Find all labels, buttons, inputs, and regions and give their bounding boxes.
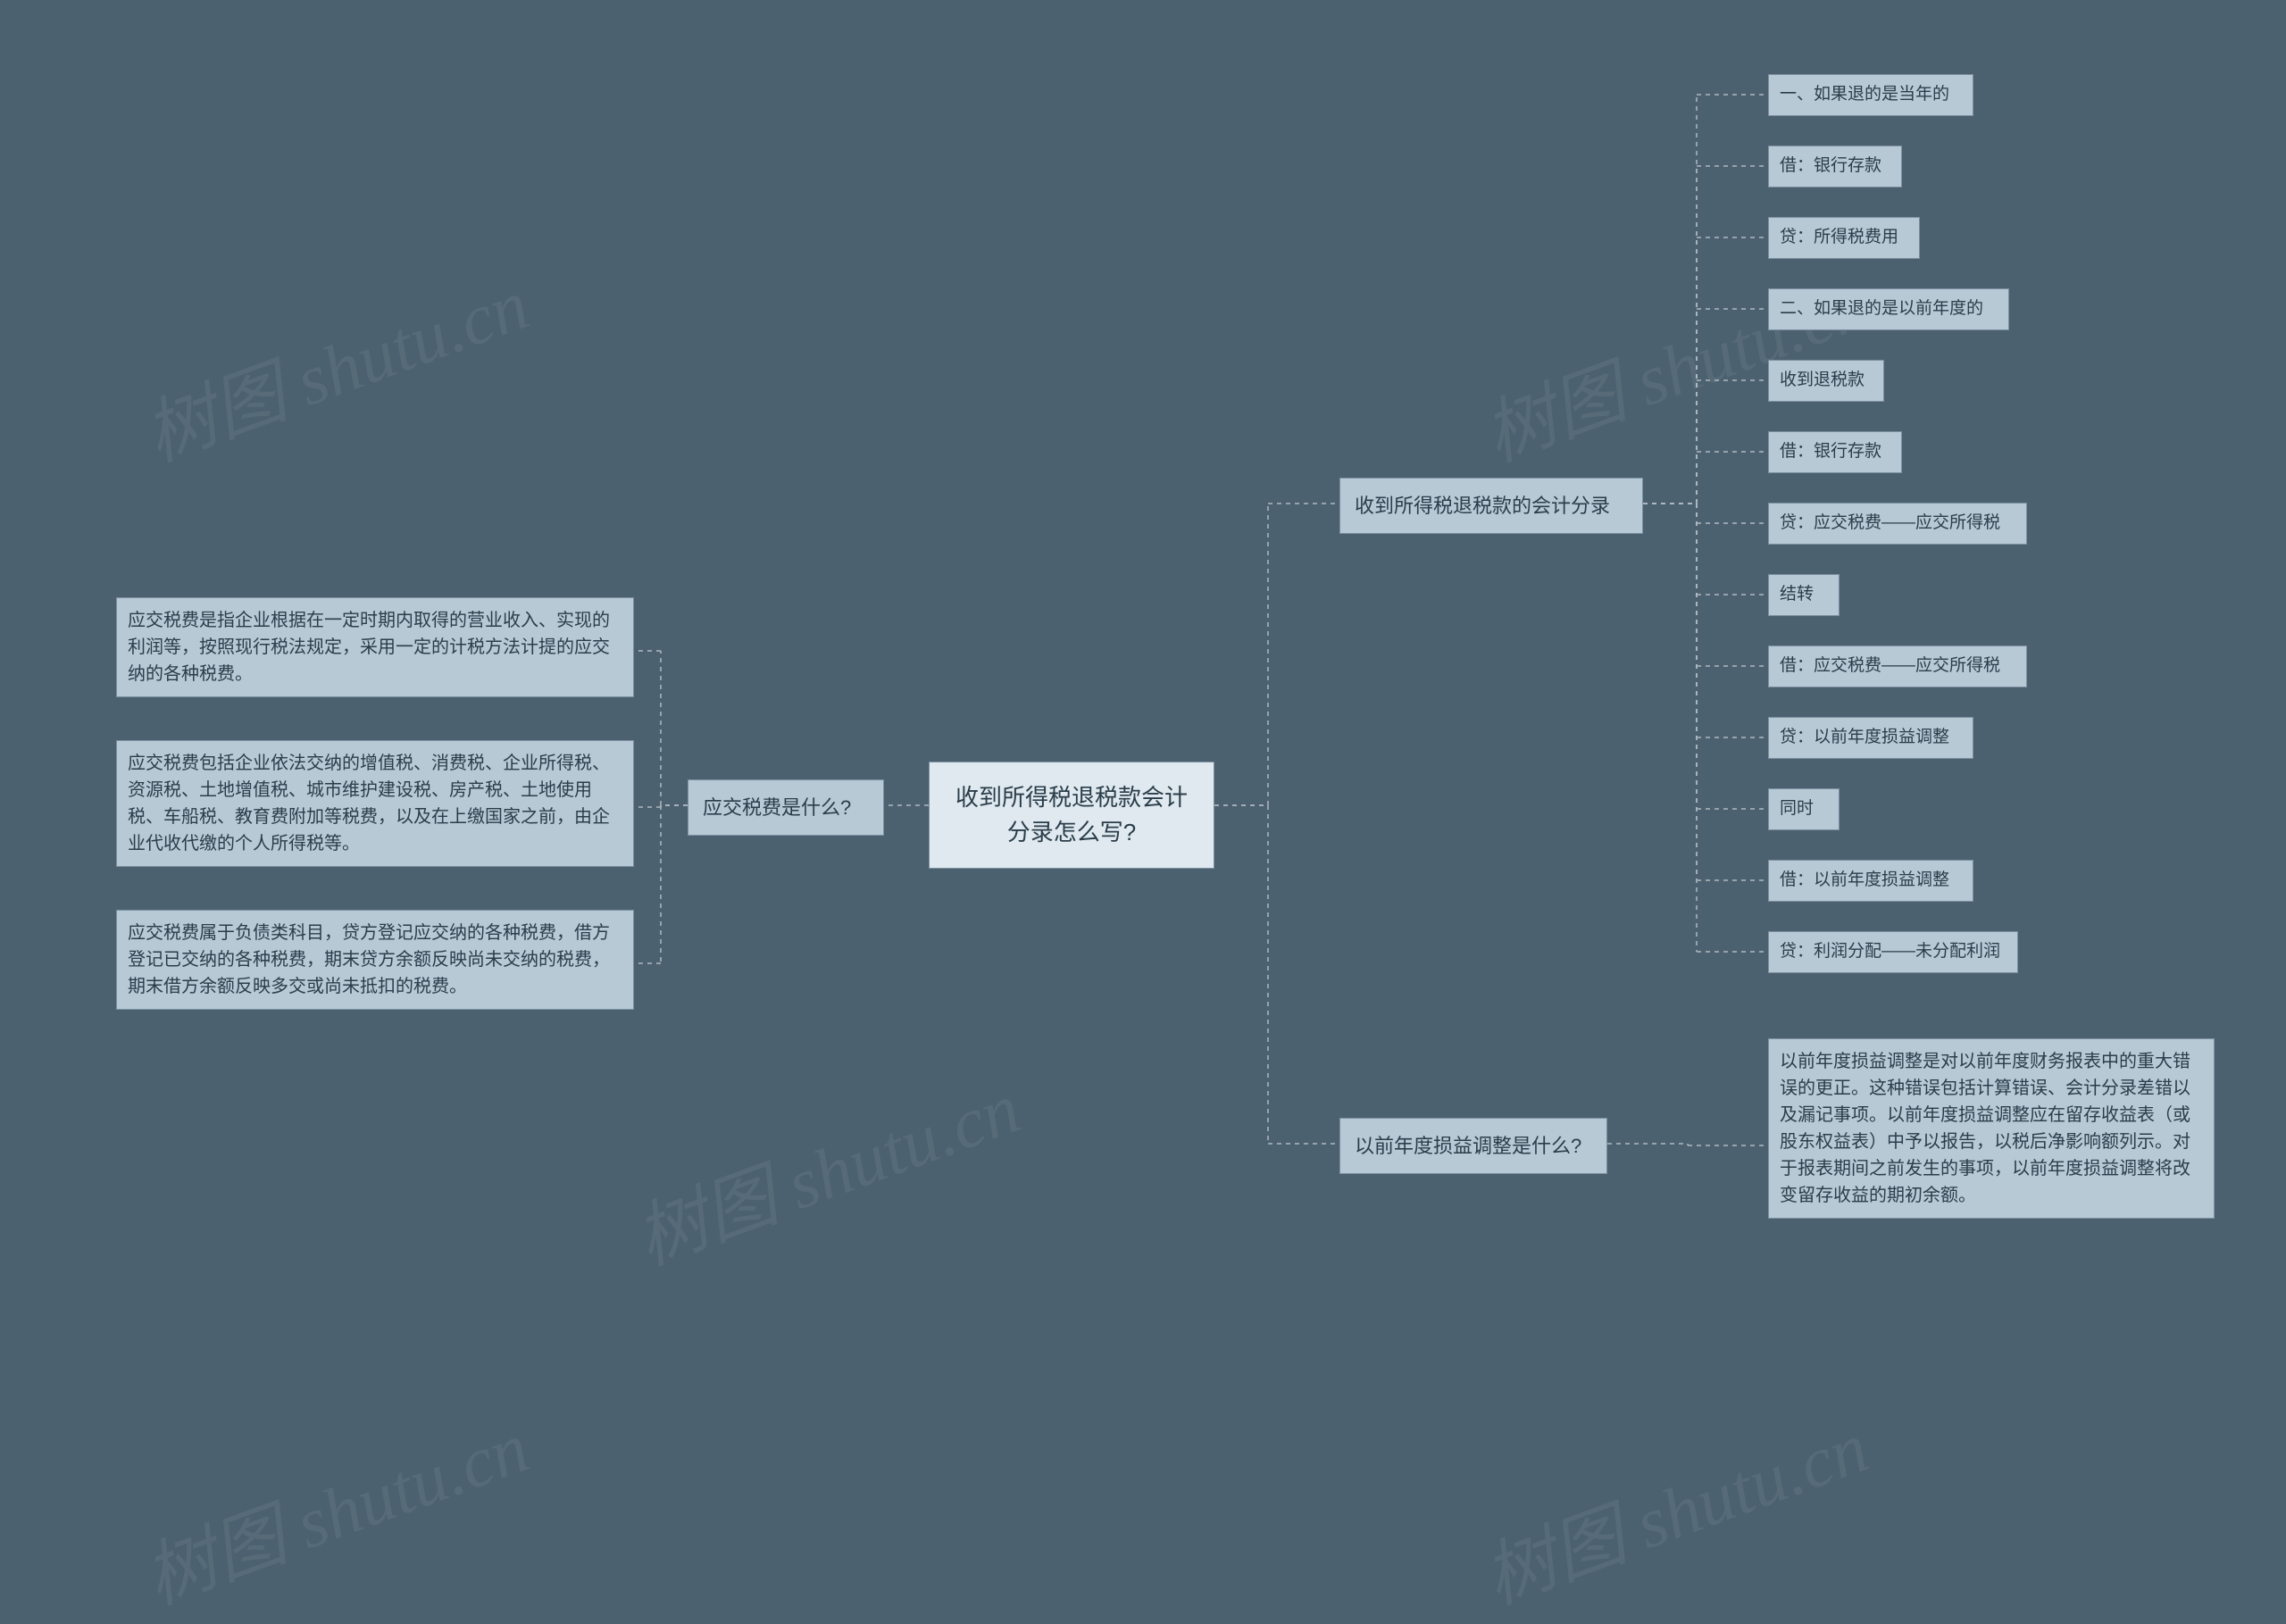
- leaf-entry-2: 借：银行存款: [1768, 146, 1902, 187]
- watermark: 树图 shutu.cn: [129, 247, 540, 482]
- leaf-text: 应交税费是指企业根据在一定时期内取得的营业收入、实现的利润等，按照现行税法规定，…: [128, 611, 610, 684]
- leaf-text: 贷：利润分配——未分配利润: [1780, 942, 2000, 961]
- leaf-entry-7: 贷：应交税费——应交所得税: [1768, 503, 2027, 545]
- root-label: 收到所得税退税款会计分录怎么写?: [955, 784, 1188, 845]
- leaf-text: 借：以前年度损益调整: [1780, 870, 1949, 889]
- leaf-text: 结转: [1780, 585, 1814, 604]
- leaf-text: 借：银行存款: [1780, 442, 1881, 461]
- leaf-text: 一、如果退的是当年的: [1780, 85, 1949, 104]
- leaf-entry-9: 借：应交税费——应交所得税: [1768, 645, 2027, 687]
- leaf-tax-includes: 应交税费包括企业依法交纳的增值税、消费税、企业所得税、资源税、土地增值税、城市维…: [116, 740, 634, 867]
- leaf-tax-definition: 应交税费是指企业根据在一定时期内取得的营业收入、实现的利润等，按照现行税法规定，…: [116, 597, 634, 697]
- branch-right-prior-year: 以前年度损益调整是什么?: [1339, 1118, 1607, 1174]
- leaf-text: 贷：应交税费——应交所得税: [1780, 513, 2000, 532]
- leaf-text: 二、如果退的是以前年度的: [1780, 299, 1983, 318]
- leaf-entry-10: 贷：以前年度损益调整: [1768, 717, 1973, 759]
- branch-label: 收到所得税退税款的会计分录: [1355, 495, 1610, 517]
- leaf-entry-1: 一、如果退的是当年的: [1768, 74, 1973, 116]
- leaf-text: 收到退税款: [1780, 371, 1865, 389]
- branch-right-entries: 收到所得税退税款的会计分录: [1339, 478, 1643, 534]
- branch-label: 以前年度损益调整是什么?: [1355, 1135, 1581, 1157]
- leaf-text: 借：应交税费——应交所得税: [1780, 656, 2000, 675]
- leaf-entry-3: 贷：所得税费用: [1768, 217, 1920, 259]
- leaf-prior-year-definition: 以前年度损益调整是对以前年度财务报表中的重大错误的更正。这种错误包括计算错误、会…: [1768, 1038, 2215, 1219]
- leaf-text: 贷：以前年度损益调整: [1780, 728, 1949, 746]
- leaf-entry-8: 结转: [1768, 574, 1840, 616]
- leaf-text: 应交税费包括企业依法交纳的增值税、消费税、企业所得税、资源税、土地增值税、城市维…: [128, 754, 610, 854]
- leaf-text: 以前年度损益调整是对以前年度财务报表中的重大错误的更正。这种错误包括计算错误、会…: [1780, 1052, 2190, 1205]
- branch-left-taxes-payable: 应交税费是什么?: [688, 779, 884, 836]
- leaf-text: 同时: [1780, 799, 1814, 818]
- branch-label: 应交税费是什么?: [703, 796, 851, 819]
- leaf-entry-6: 借：银行存款: [1768, 431, 1902, 473]
- leaf-text: 应交税费属于负债类科目，贷方登记应交纳的各种税费，借方登记已交纳的各种税费，期末…: [128, 923, 610, 996]
- watermark: 树图 shutu.cn: [1468, 1390, 1880, 1624]
- leaf-entry-13: 贷：利润分配——未分配利润: [1768, 931, 2018, 973]
- leaf-entry-12: 借：以前年度损益调整: [1768, 860, 1973, 902]
- leaf-entry-5: 收到退税款: [1768, 360, 1884, 402]
- leaf-text: 借：银行存款: [1780, 156, 1881, 175]
- leaf-tax-account-side: 应交税费属于负债类科目，贷方登记应交纳的各种税费，借方登记已交纳的各种税费，期末…: [116, 910, 634, 1010]
- leaf-entry-11: 同时: [1768, 788, 1840, 830]
- watermark: 树图 shutu.cn: [129, 1390, 540, 1624]
- watermark: 树图 shutu.cn: [620, 1051, 1031, 1286]
- leaf-text: 贷：所得税费用: [1780, 228, 1898, 246]
- leaf-entry-4: 二、如果退的是以前年度的: [1768, 288, 2009, 330]
- root-node: 收到所得税退税款会计分录怎么写?: [929, 762, 1214, 869]
